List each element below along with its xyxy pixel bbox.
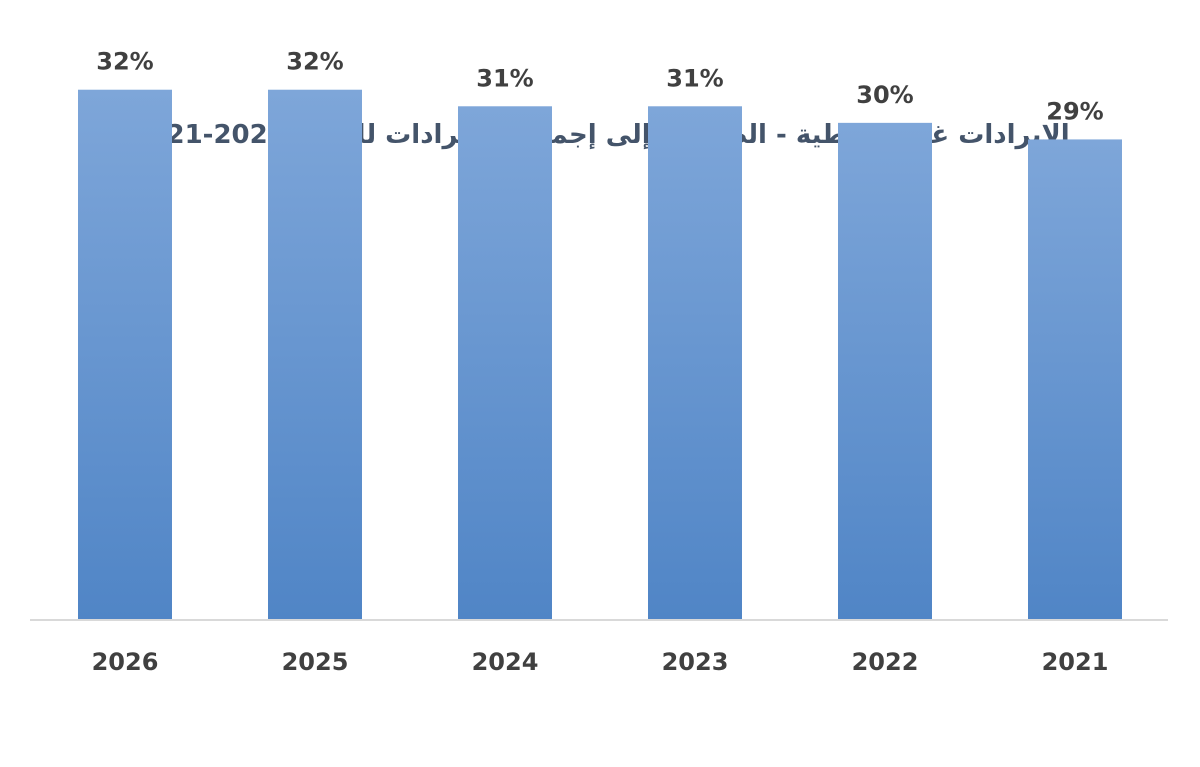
value-label-2025: 32% [286,48,343,76]
category-label-2021: 2021 [1042,648,1109,676]
category-label-2024: 2024 [472,648,539,676]
bar-2023 [648,106,742,621]
value-label-2021: 29% [1046,97,1103,125]
value-label-2023: 31% [666,64,723,92]
bar-2026 [78,89,172,620]
labels-layer: 32% 2026 32% 2025 31% 2024 31% 2023 30% 2022 29% 20… [92,48,1109,676]
value-label-2022: 30% [856,81,913,109]
value-label-2026: 32% [96,48,153,76]
bar-2025 [268,89,362,620]
category-label-2026: 2026 [92,648,159,676]
bar-2022 [838,122,932,620]
bar-2021 [1028,139,1122,620]
value-label-2024: 31% [476,64,533,92]
bar-2024 [458,106,552,621]
category-label-2025: 2025 [282,648,349,676]
category-label-2023: 2023 [662,648,729,676]
bars-layer [78,89,1122,621]
category-label-2022: 2022 [852,648,919,676]
